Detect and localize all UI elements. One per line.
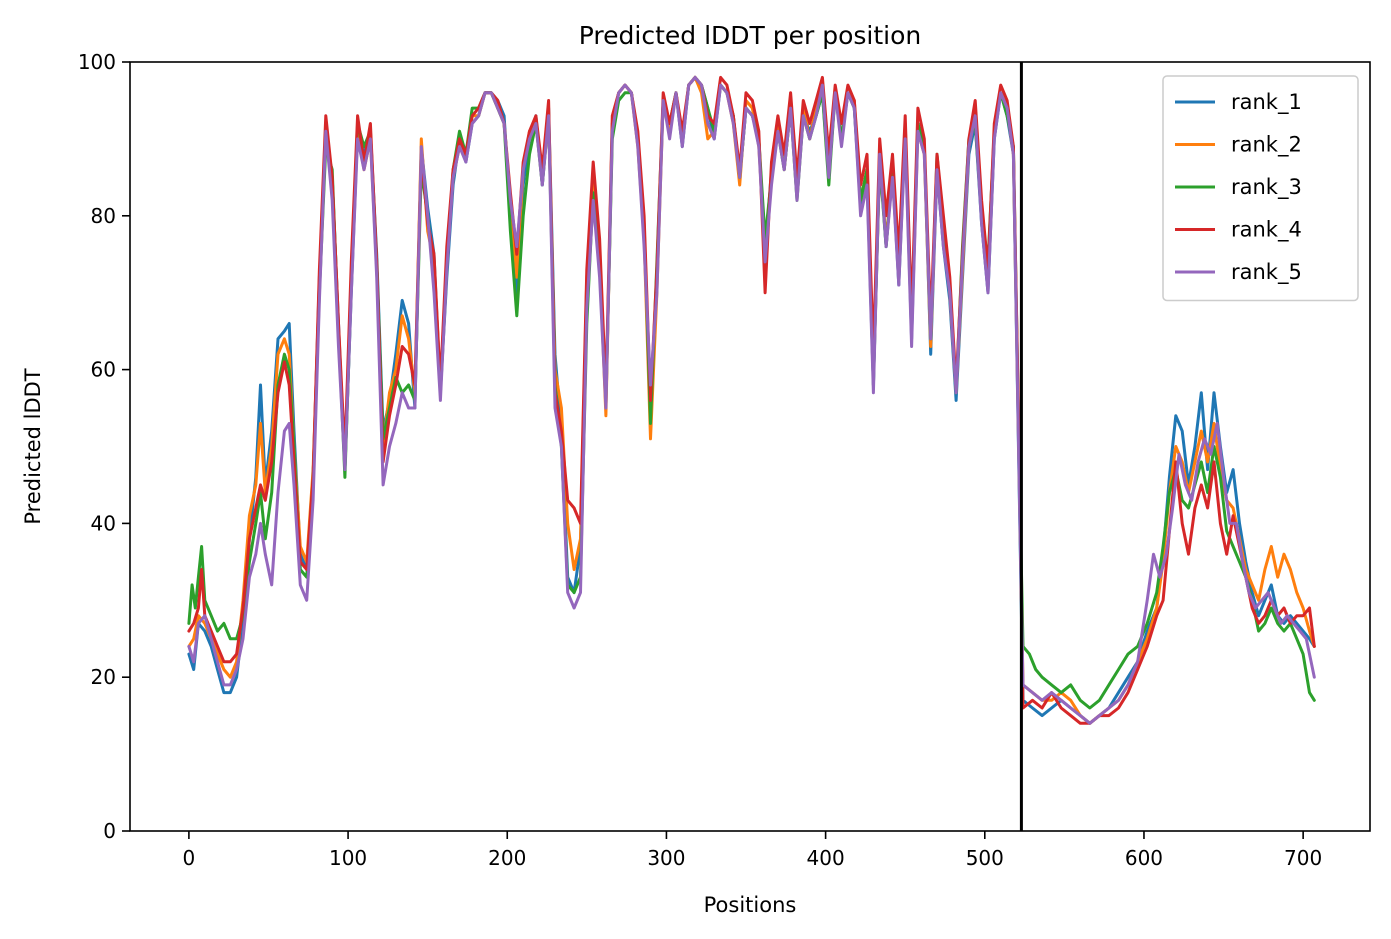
legend-label: rank_4	[1231, 218, 1302, 243]
legend-box	[1162, 75, 1359, 302]
legend: rank_1 rank_2 rank_3 rank_4 rank_5	[1162, 75, 1359, 302]
series-line-rank-5	[187, 75, 1316, 725]
x-axis: 0 100 200 300 400 500 600 700	[183, 831, 1322, 870]
x-tick-label: 300	[647, 846, 685, 870]
legend-label: rank_1	[1231, 90, 1302, 115]
y-tick-label: 40	[91, 511, 116, 535]
plot-frame	[129, 61, 1371, 832]
x-tick-label: 700	[1284, 846, 1322, 870]
x-axis-label: Positions	[704, 893, 797, 917]
x-tick-label: 100	[329, 846, 367, 870]
x-tick-label: 200	[488, 846, 526, 870]
legend-label: rank_3	[1231, 175, 1302, 200]
y-tick-label: 80	[91, 204, 116, 228]
y-tick-label: 60	[91, 358, 116, 382]
legend-label: rank_2	[1231, 133, 1302, 158]
legend-label: rank_5	[1231, 260, 1302, 285]
y-tick-label: 20	[91, 665, 116, 689]
x-tick-label: 0	[183, 846, 196, 870]
y-axis: 0 20 40 60 80 100	[78, 50, 130, 843]
x-tick-label: 500	[966, 846, 1004, 870]
y-axis-label: Predicted lDDT	[21, 368, 45, 524]
y-tick-label: 0	[103, 819, 116, 843]
y-tick-label: 100	[78, 50, 116, 74]
x-tick-label: 400	[807, 846, 845, 870]
x-tick-label: 600	[1125, 846, 1163, 870]
chart-title: Predicted lDDT per position	[579, 21, 921, 50]
series-layer	[187, 75, 1316, 725]
